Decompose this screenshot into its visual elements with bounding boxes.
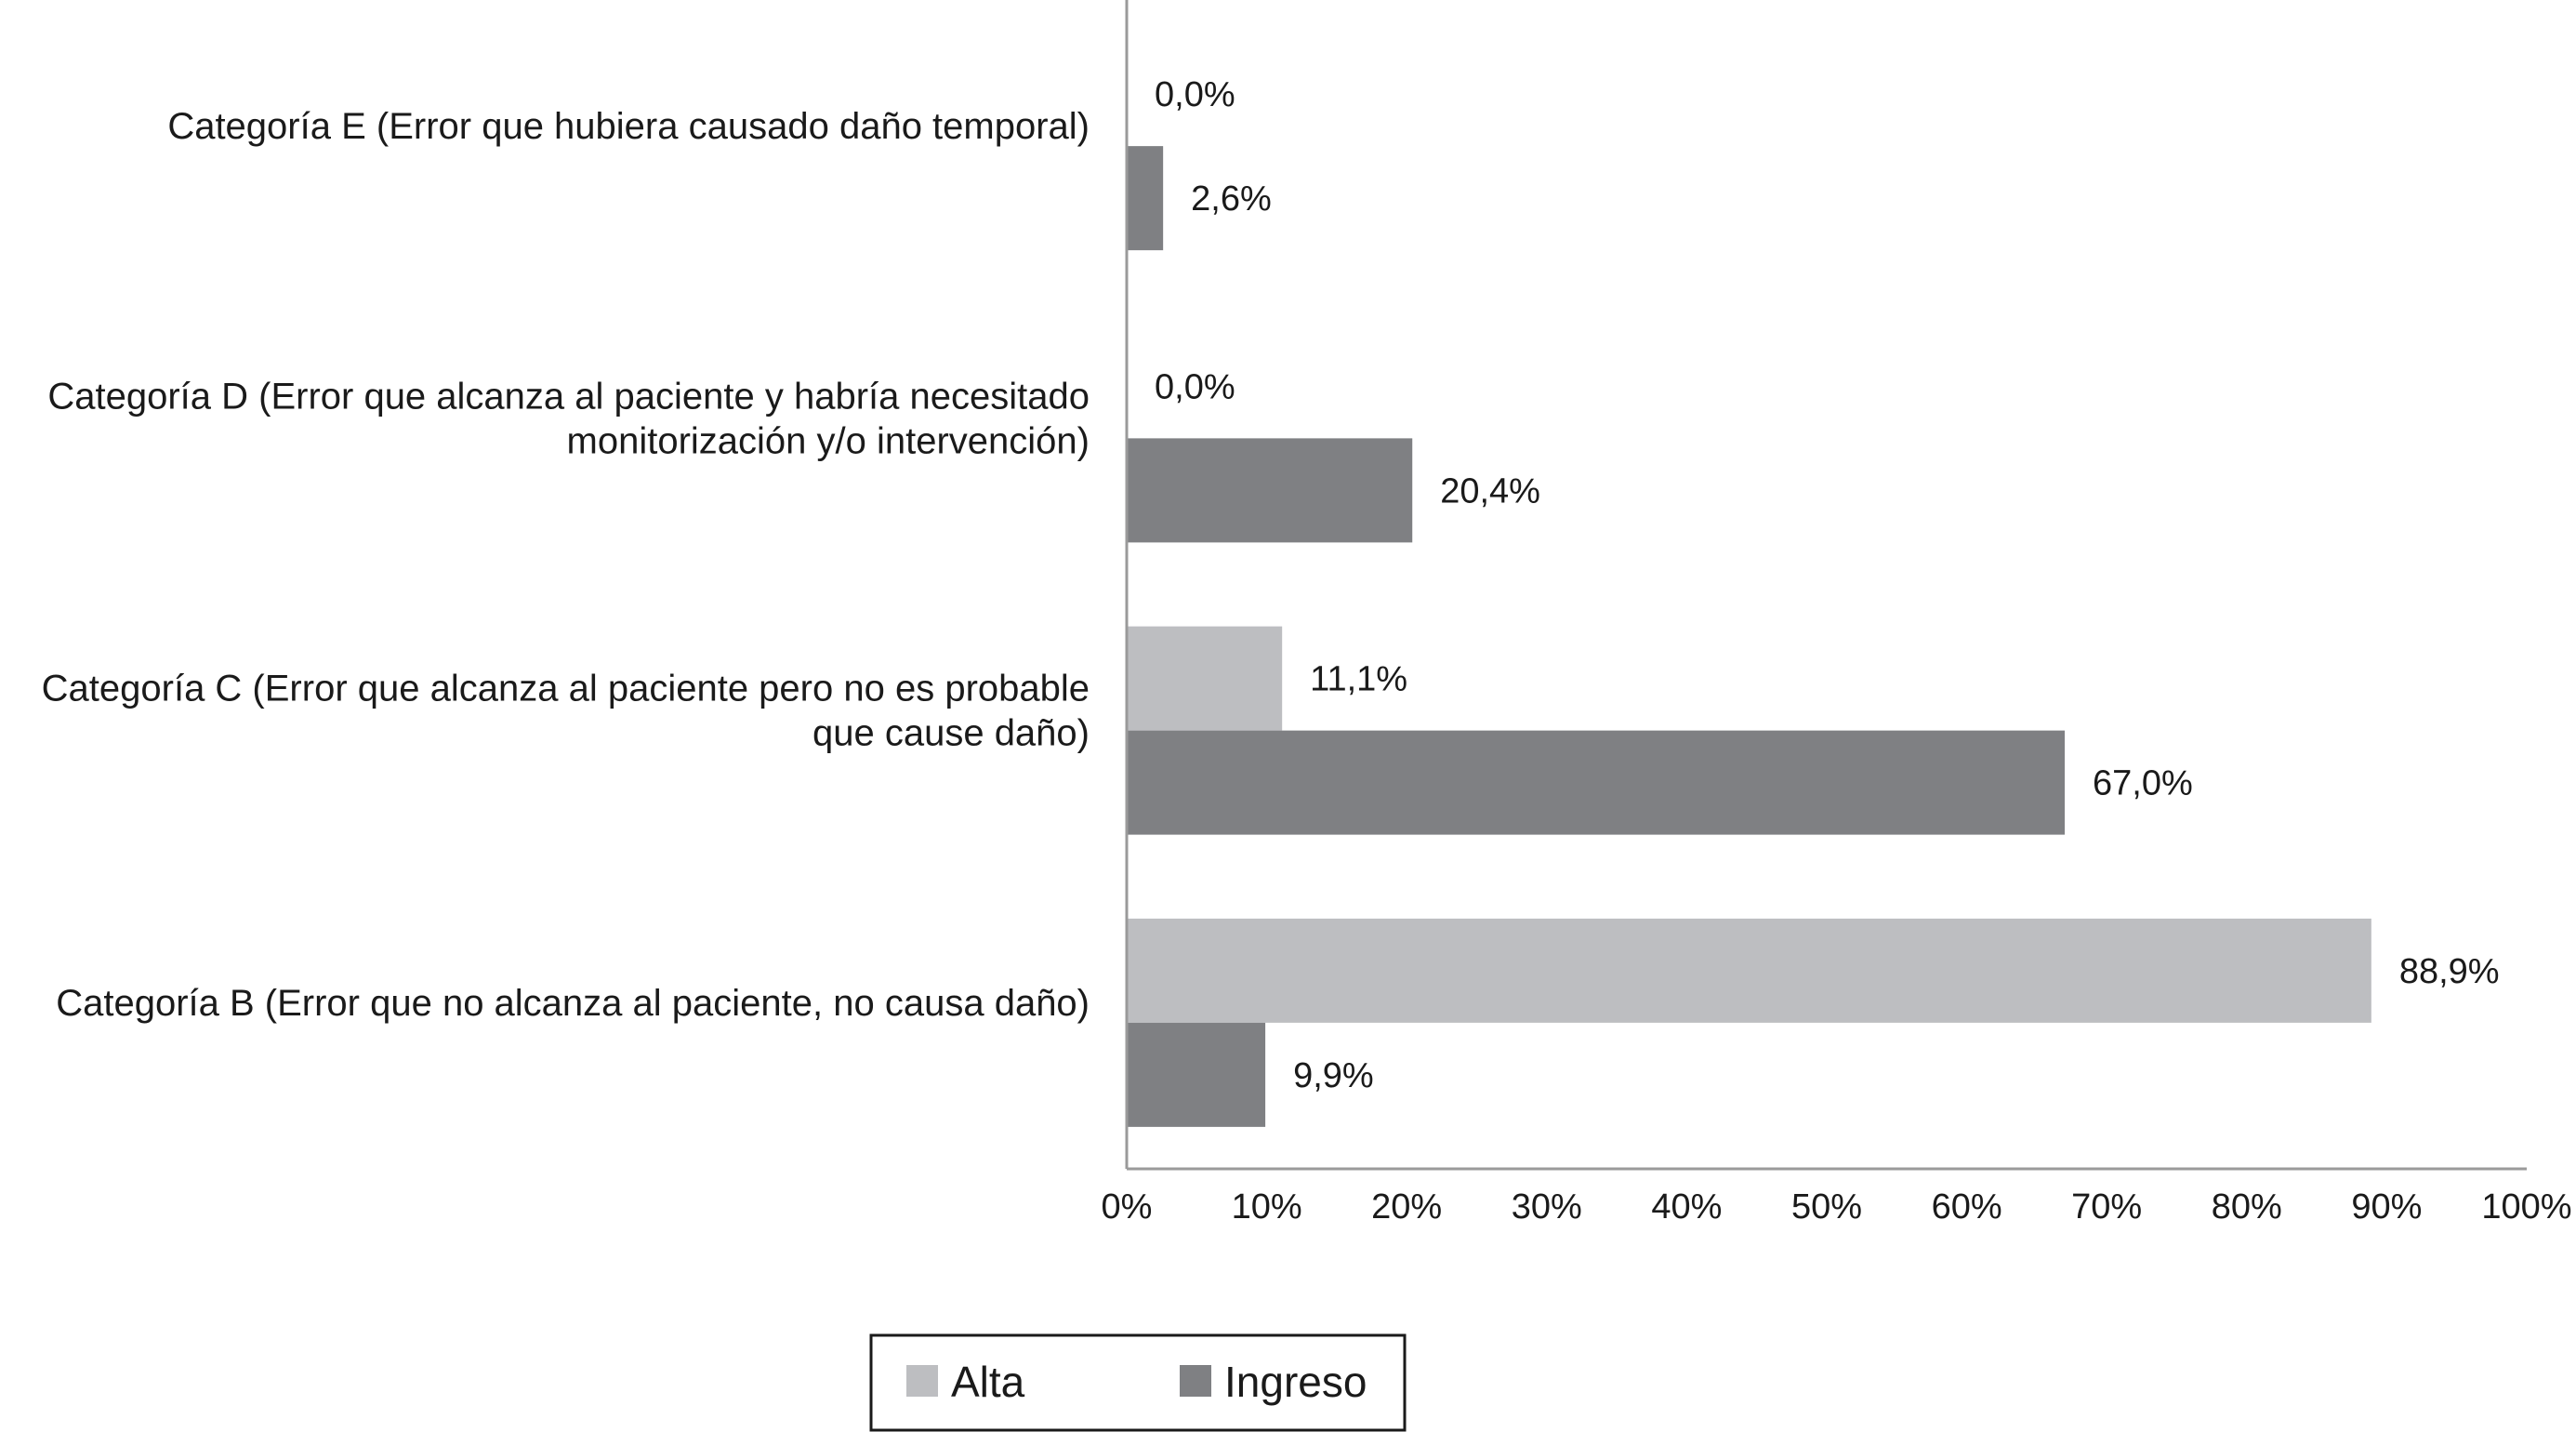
bars-layer xyxy=(1127,146,2371,1127)
x-tick-label-7: 70% xyxy=(2071,1187,2142,1226)
bar-alta-3 xyxy=(1127,918,2371,1023)
data-label-alta-0: 0,0% xyxy=(1155,75,1235,114)
category-label-1: Categoría D (Error que alcanza al pacien… xyxy=(47,376,1090,461)
legend-label-ingreso: Ingreso xyxy=(1224,1358,1367,1406)
category-label-0: Categoría E (Error que hubiera causado d… xyxy=(167,106,1090,147)
x-tick-label-9: 90% xyxy=(2351,1187,2422,1226)
category-label-line-3-0: Categoría B (Error que no alcanza al pac… xyxy=(56,983,1090,1024)
x-tick-label-0: 0% xyxy=(1102,1187,1153,1226)
data-label-ingreso-2: 67,0% xyxy=(2093,764,2193,803)
x-tick-label-4: 40% xyxy=(1651,1187,1722,1226)
data-label-ingreso-3: 9,9% xyxy=(1293,1056,1374,1095)
data-label-alta-3: 88,9% xyxy=(2399,952,2500,991)
data-label-alta-2: 11,1% xyxy=(1310,660,1407,699)
bar-ingreso-2 xyxy=(1127,730,2066,835)
x-tick-label-3: 30% xyxy=(1512,1187,1582,1226)
bar-ingreso-1 xyxy=(1127,438,1413,543)
category-label-2: Categoría C (Error que alcanza al pacien… xyxy=(42,669,1090,754)
legend-swatch-ingreso xyxy=(1180,1365,1211,1397)
category-label-line-1-0: Categoría D (Error que alcanza al pacien… xyxy=(47,376,1090,417)
legend: Alta Ingreso xyxy=(869,1333,1407,1432)
category-label-line-0-0: Categoría E (Error que hubiera causado d… xyxy=(167,106,1090,147)
legend-swatch-alta xyxy=(906,1365,938,1397)
x-tick-label-6: 60% xyxy=(1932,1187,2002,1226)
labels-layer: 0,0% 2,6% Categoría E (Error que hubiera c… xyxy=(42,75,2572,1226)
data-label-ingreso-1: 20,4% xyxy=(1440,471,1540,510)
x-tick-label-10: 100% xyxy=(2481,1187,2571,1226)
data-label-alta-1: 0,0% xyxy=(1155,367,1235,406)
bar-ingreso-0 xyxy=(1127,146,1164,251)
legend-label-alta: Alta xyxy=(951,1358,1025,1406)
legend-box xyxy=(869,1333,1407,1432)
category-label-3: Categoría B (Error que no alcanza al pac… xyxy=(56,983,1090,1024)
category-label-line-2-0: Categoría C (Error que alcanza al pacien… xyxy=(42,669,1090,709)
bar-alta-2 xyxy=(1127,626,1283,731)
bar-ingreso-3 xyxy=(1127,1022,1266,1127)
x-tick-label-5: 50% xyxy=(1791,1187,1862,1226)
axes-layer xyxy=(1125,0,2527,1171)
x-tick-label-1: 10% xyxy=(1232,1187,1302,1226)
category-label-line-1-1: monitorización y/o intervención) xyxy=(567,420,1090,461)
category-label-line-2-1: que cause daño) xyxy=(812,713,1090,754)
x-tick-label-2: 20% xyxy=(1371,1187,1442,1226)
x-tick-label-8: 80% xyxy=(2212,1187,2282,1226)
data-label-ingreso-0: 2,6% xyxy=(1191,179,1272,219)
